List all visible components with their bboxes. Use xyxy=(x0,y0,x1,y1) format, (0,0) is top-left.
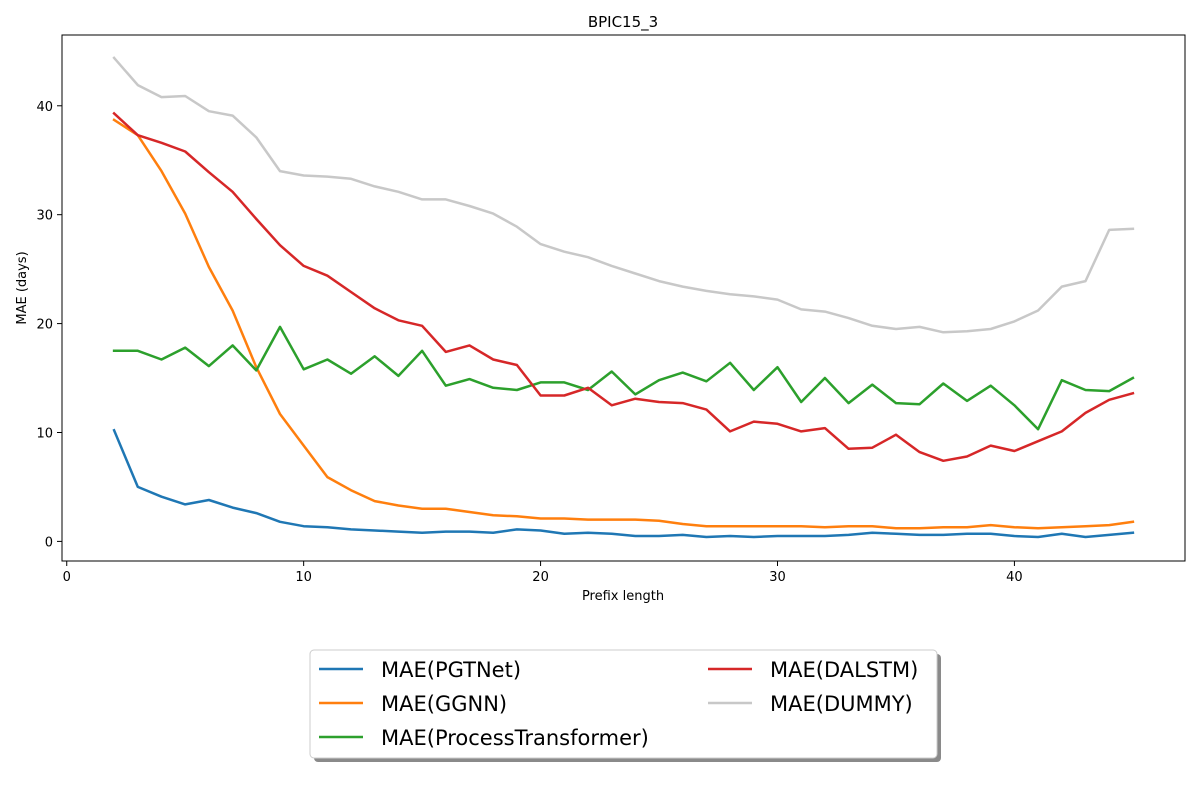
y-tick-label: 40 xyxy=(36,100,53,115)
series-line-0 xyxy=(112,428,1135,539)
x-tick-label: 30 xyxy=(769,570,786,585)
x-tick-label: 20 xyxy=(532,570,549,585)
series-line-2 xyxy=(112,325,1135,431)
legend-entry-3: MAE(DALSTM) xyxy=(770,658,918,682)
y-tick-label: 0 xyxy=(45,535,53,550)
legend-box xyxy=(309,649,938,759)
y-axis: 0 10 20 30 40 xyxy=(36,100,62,550)
x-tick-label: 40 xyxy=(1006,570,1023,585)
x-axis-label: Prefix length xyxy=(582,589,664,604)
x-tick-label: 10 xyxy=(295,570,312,585)
chart-title: BPIC15_3 xyxy=(588,13,658,32)
legend-entry-0: MAE(PGTNet) xyxy=(381,658,521,682)
x-tick-label: 0 xyxy=(63,570,71,585)
plot-area xyxy=(112,56,1135,539)
series-line-1 xyxy=(112,118,1135,530)
y-tick-label: 20 xyxy=(36,318,53,333)
x-axis: 0 10 20 30 40 xyxy=(63,561,1023,585)
legend-entry-2: MAE(ProcessTransformer) xyxy=(381,726,649,750)
y-tick-label: 10 xyxy=(36,426,53,441)
plot-frame xyxy=(61,34,1186,562)
legend-entry-4: MAE(DUMMY) xyxy=(770,692,913,716)
y-axis-label: MAE (days) xyxy=(15,251,30,324)
legend: MAE(PGTNet) MAE(GGNN) MAE(ProcessTransform… xyxy=(309,649,941,762)
series-line-3 xyxy=(112,111,1135,463)
series-line-4 xyxy=(112,56,1135,334)
y-tick-label: 30 xyxy=(36,209,53,224)
legend-entry-1: MAE(GGNN) xyxy=(381,692,507,716)
